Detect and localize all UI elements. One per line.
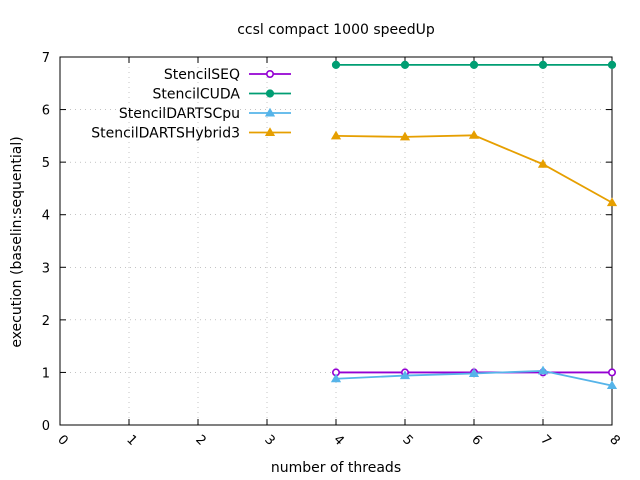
y-tick-label: 5 <box>42 156 50 171</box>
y-tick-label: 6 <box>42 104 50 119</box>
y-tick-label: 3 <box>42 261 50 276</box>
x-axis-label: number of threads <box>271 460 401 476</box>
data-point <box>538 60 548 69</box>
legend-label: StencilDARTSHybrid3 <box>91 126 240 142</box>
y-axis-label: execution (baselin:sequential) <box>9 136 25 347</box>
data-point <box>331 60 341 69</box>
legend-entry: StencilSEQ <box>164 67 291 83</box>
series-StencilDARTSCpu <box>330 365 618 390</box>
data-point <box>330 373 342 383</box>
legend-entry: StencilCUDA <box>153 87 291 103</box>
x-tick-label: 0 <box>54 432 70 448</box>
x-tick-label: 3 <box>261 432 277 448</box>
x-tick-label: 6 <box>468 432 484 448</box>
data-point <box>606 380 618 390</box>
data-point <box>400 60 410 69</box>
legend-entry: StencilDARTSHybrid3 <box>91 126 291 142</box>
data-point <box>399 131 411 141</box>
x-tick-label: 2 <box>192 432 208 448</box>
data-point <box>399 370 411 380</box>
x-tick-label: 4 <box>330 432 346 448</box>
data-point <box>264 107 276 117</box>
x-tick-label: 7 <box>537 432 553 448</box>
legend-entry: StencilDARTSCpu <box>119 106 291 122</box>
y-tick-label: 1 <box>42 366 50 381</box>
legend: StencilSEQ StencilCUDA StencilDARTSCpu Sten… <box>91 67 291 142</box>
data-point <box>330 130 342 140</box>
x-tick-label: 1 <box>123 432 139 448</box>
legend-label: StencilSEQ <box>164 67 240 83</box>
data-point <box>537 365 549 375</box>
series-layer <box>330 60 618 390</box>
data-point <box>469 60 479 69</box>
data-point <box>265 89 275 98</box>
legend-label: StencilDARTSCpu <box>119 106 240 122</box>
y-tick-label: 7 <box>42 51 50 66</box>
data-point <box>265 70 274 79</box>
series-StencilDARTSHybrid3 <box>330 130 618 207</box>
data-point <box>468 130 480 139</box>
data-point <box>264 127 276 136</box>
chart-title: ccsl compact 1000 speedUp <box>237 22 435 38</box>
legend-label: StencilCUDA <box>153 87 241 103</box>
series-StencilCUDA <box>331 60 617 69</box>
data-point <box>607 368 616 377</box>
data-point <box>607 60 617 69</box>
data-point <box>468 368 480 377</box>
y-tick-label: 0 <box>42 419 50 434</box>
data-point <box>606 197 618 207</box>
x-tick-label: 8 <box>606 432 622 448</box>
y-tick-label: 2 <box>42 314 50 329</box>
y-tick-label: 4 <box>42 209 50 224</box>
x-tick-label: 5 <box>399 432 415 448</box>
data-point <box>537 159 549 168</box>
